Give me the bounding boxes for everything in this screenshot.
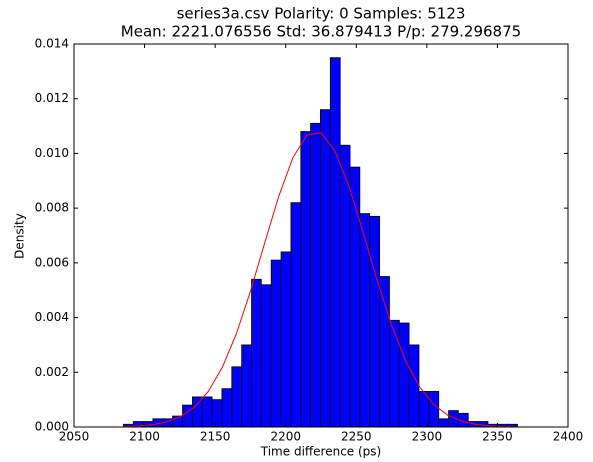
bar	[389, 319, 400, 428]
bar	[251, 278, 262, 428]
x-tick-label: 2200	[270, 430, 301, 444]
y-axis-label: Density	[13, 213, 27, 259]
x-axis-label: Time difference (ps)	[260, 445, 381, 459]
bar	[310, 122, 321, 428]
x-tick-label: 2400	[553, 430, 584, 444]
bar	[290, 202, 302, 428]
bar	[280, 251, 292, 428]
y-tick-label: 0.008	[35, 201, 69, 215]
y-tick-label: 0.014	[35, 37, 69, 51]
plot-frame	[73, 43, 569, 428]
bar	[438, 418, 449, 428]
bar	[320, 109, 331, 428]
bar	[211, 399, 223, 428]
bar	[192, 396, 203, 428]
x-tick-label: 2350	[482, 430, 513, 444]
x-tick-label: 2150	[200, 430, 231, 444]
bar	[201, 396, 213, 428]
bar	[241, 344, 252, 428]
y-tick-label: 0.000	[35, 420, 69, 434]
x-tick-label: 2050	[59, 430, 90, 444]
bar	[182, 404, 193, 428]
y-tick-label: 0.002	[35, 365, 69, 379]
x-tick-label: 2250	[341, 430, 372, 444]
bar	[329, 57, 341, 428]
x-tick-label: 2100	[129, 430, 160, 444]
chart-title: series3a.csv Polarity: 0 Samples: 5123	[177, 5, 466, 23]
bar	[428, 391, 440, 428]
bar	[231, 366, 243, 428]
x-tick-label: 2300	[412, 430, 443, 444]
bar	[408, 344, 420, 428]
bar	[270, 259, 282, 428]
bar	[221, 388, 233, 428]
y-tick-label: 0.012	[35, 91, 69, 105]
y-tick-label: 0.006	[35, 255, 69, 269]
bar	[477, 421, 489, 428]
bar	[339, 144, 351, 428]
bar	[300, 131, 311, 428]
bar	[379, 276, 390, 428]
fit-curve	[123, 132, 519, 428]
chart-subtitle: Mean: 2221.076556 Std: 36.879413 P/p: 27…	[121, 23, 521, 41]
bar	[359, 213, 371, 428]
bar	[260, 284, 272, 428]
y-tick-label: 0.004	[35, 310, 69, 324]
y-tick-label: 0.010	[35, 146, 69, 160]
bar	[398, 322, 410, 428]
bar	[369, 215, 380, 428]
